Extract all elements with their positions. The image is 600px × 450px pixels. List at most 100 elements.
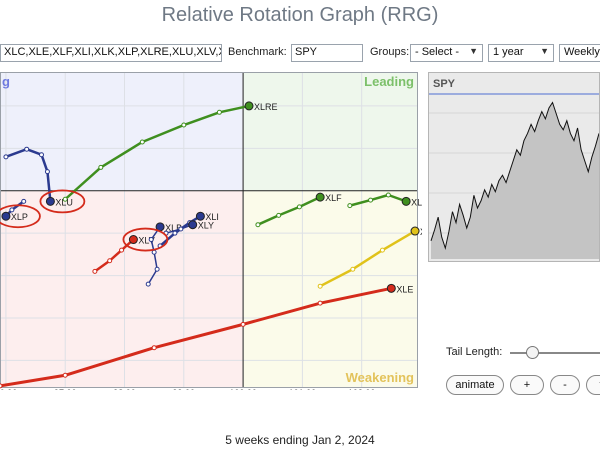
benchmark-label: Benchmark: [228, 46, 287, 58]
period-select-value: 1 year [493, 46, 524, 58]
x-tick-label: 96.00 [0, 388, 17, 390]
x-tick-label: 98.00 [113, 388, 136, 390]
series-point-xle [62, 372, 68, 378]
highlight-ellipse-xlp [0, 204, 41, 229]
series-point-xlf [296, 204, 302, 210]
series-point-xlre [98, 164, 104, 170]
series-label-xly: XLY [198, 221, 214, 231]
series-point-xlp [21, 198, 27, 204]
series-head-xlv [128, 235, 138, 245]
groups-select-value: - Select - [415, 46, 460, 58]
step-forward-button[interactable]: + [510, 375, 544, 395]
tail-length-label: Tail Length: [446, 346, 503, 358]
series-point-xlf [276, 212, 282, 218]
series-line-xlc [318, 229, 417, 288]
x-tick-label: 97.00 [54, 388, 77, 390]
symbols-input[interactable]: XLC,XLE,XLF,XLI,XLK,XLP,XLRE,XLU,XLV,XL [0, 44, 222, 62]
series-point-xlk [385, 192, 391, 198]
quadrant-improving [0, 72, 244, 191]
benchmark-input[interactable]: SPY [291, 44, 363, 62]
spy-title: SPY [433, 78, 456, 90]
series-point-xlre [62, 196, 68, 202]
x-tick-label: 99.00 [173, 388, 196, 390]
toolbar: XLC,XLE,XLF,XLI,XLK,XLP,XLRE,XLU,XLV,XL … [0, 44, 600, 64]
period-caption: 5 weeks ending Jan 2, 2024 [225, 433, 375, 447]
series-head-xlk [401, 196, 411, 206]
spy-line [430, 101, 600, 250]
rrg-chart: g Leading Weakening XLRE XLU XLP XLV XLB XLI XLY X… [0, 72, 422, 390]
series-label-xli: XLI [205, 212, 219, 222]
series-point-xlb [154, 266, 160, 272]
series-point-xlu [44, 169, 50, 175]
series-line-xle [0, 286, 393, 388]
series-point-xly [178, 226, 184, 232]
extra-button[interactable]: f [586, 375, 600, 395]
series-head-xle [386, 283, 396, 293]
tail-length-slider-thumb[interactable] [526, 346, 539, 359]
series-label-xlre: XLRE [254, 102, 278, 112]
quadrant-lagging [0, 190, 244, 388]
frequency-select-value: Weekly [564, 46, 600, 58]
series-head-xlu [45, 196, 55, 206]
series-point-xlre [181, 122, 187, 128]
highlight-ellipse-xlv [122, 227, 169, 252]
series-head-xlre [244, 101, 254, 111]
series-point-xlu [39, 152, 45, 158]
groups-select[interactable]: - Select - ▼ [410, 44, 483, 62]
series-line-xlf [256, 195, 322, 226]
x-tick-label: 101.00 [289, 388, 317, 390]
quadrant-label-improving: g [2, 74, 10, 89]
series-head-xlc [410, 226, 420, 236]
highlight-ellipse-xlu [39, 189, 86, 214]
series-point-xlv [107, 258, 113, 264]
series-line-xlk [348, 193, 408, 207]
series-point-xle [0, 383, 3, 389]
series-point-xle [240, 321, 246, 327]
step-back-button[interactable]: - [550, 375, 580, 395]
series-point-xlu [3, 154, 9, 160]
series-point-xlb [145, 281, 151, 287]
series-head-xlf [315, 192, 325, 202]
series-point-xlv [92, 268, 98, 274]
spy-chart-panel: SPYAprJulO [428, 72, 600, 273]
series-point-xlc [379, 247, 385, 253]
series-point-xlf [255, 222, 261, 228]
x-tick-label: 100.00 [229, 388, 257, 390]
series-point-xle [317, 300, 323, 306]
series-point-xlu [24, 146, 30, 152]
quadrant-label-weakening: Weakening [346, 370, 414, 385]
series-point-xlre [139, 139, 145, 145]
tail-length-slider-track[interactable] [510, 352, 600, 354]
x-tick-label: 102.00 [348, 388, 376, 390]
series-line-xlre [63, 104, 251, 201]
groups-label: Groups: [370, 46, 410, 58]
series-point-xlb [148, 237, 154, 243]
series-point-xlv [119, 247, 125, 253]
chevron-down-icon: ▼ [469, 46, 478, 56]
chevron-down-icon: ▼ [540, 46, 549, 56]
quadrant-label-leading: Leading [364, 74, 414, 89]
series-point-xlp [9, 207, 15, 213]
series-point-xle [151, 345, 157, 351]
series-label-xlk: XLK [411, 197, 422, 207]
series-point-xlc [317, 283, 323, 289]
series-label-xle: XLE [396, 284, 413, 294]
spy-chart-svg: SPYAprJulO [429, 73, 600, 273]
series-head-xlp [1, 211, 11, 221]
series-head-xly [188, 220, 198, 230]
spy-area [431, 102, 599, 259]
series-label-xlu: XLU [55, 197, 73, 207]
series-label-xlp: XLP [11, 212, 28, 222]
series-label-xlb: XLB [165, 223, 182, 233]
series-label-xlc: XLC [420, 227, 422, 237]
period-select[interactable]: 1 year ▼ [488, 44, 554, 62]
series-label-xlv: XLV [138, 236, 154, 246]
page-title: Relative Rotation Graph (RRG) [161, 4, 439, 26]
frequency-select[interactable]: Weekly [559, 44, 600, 62]
animate-button[interactable]: animate [446, 375, 504, 395]
series-point-xlc [350, 266, 356, 272]
series-point-xlk [368, 197, 374, 203]
series-point-xlk [347, 203, 353, 209]
series-head-xli [195, 211, 205, 221]
